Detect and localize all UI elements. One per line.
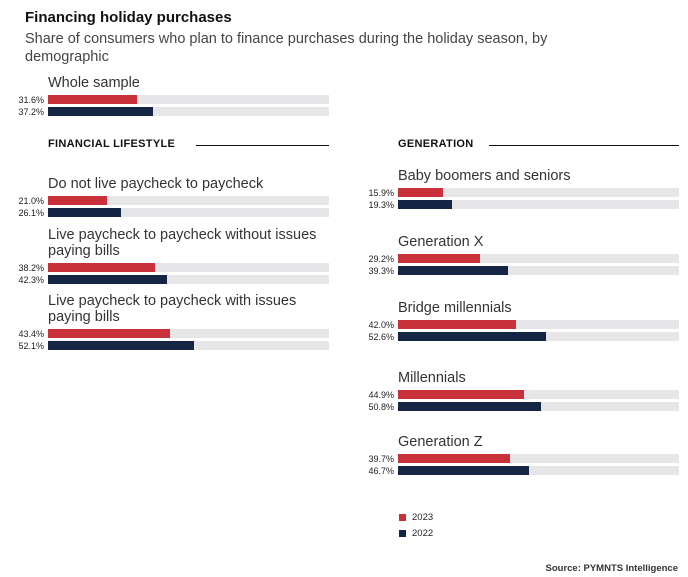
bar-2022 <box>48 275 167 284</box>
value-label: 52.6% <box>368 332 394 342</box>
bar-2022 <box>398 402 541 411</box>
value-label: 38.2% <box>18 263 44 273</box>
value-label: 19.3% <box>368 200 394 210</box>
bar-track <box>48 329 329 338</box>
bar-2023 <box>48 263 156 272</box>
bar-2022 <box>48 107 153 116</box>
section-rule <box>196 145 329 146</box>
group-label: Live paycheck to paycheck with issues pa… <box>48 293 297 325</box>
section-rule <box>489 145 679 146</box>
bar-track <box>48 341 329 350</box>
value-label: 46.7% <box>368 466 394 476</box>
bar-track <box>398 332 679 341</box>
bar-track <box>398 188 679 197</box>
value-label: 39.7% <box>368 454 394 464</box>
value-label: 52.1% <box>18 341 44 351</box>
section-heading: FINANCIAL LIFESTYLE <box>48 138 176 150</box>
bar-track <box>48 263 329 272</box>
bar-track <box>398 402 679 411</box>
bar-2022 <box>48 208 122 217</box>
value-label: 31.6% <box>18 95 44 105</box>
bar-track <box>398 390 679 399</box>
group-label: Live paycheck to paycheck without issues… <box>48 227 317 259</box>
bar-track <box>398 200 679 209</box>
bar-track <box>48 208 329 217</box>
bar-track <box>398 466 679 475</box>
group-label: Bridge millennials <box>398 300 512 316</box>
legend-swatch-2022 <box>399 530 406 537</box>
value-label: 15.9% <box>368 188 394 198</box>
value-label: 44.9% <box>368 390 394 400</box>
value-label: 37.2% <box>18 107 44 117</box>
group-label: Generation Z <box>398 434 483 450</box>
value-label: 39.3% <box>368 266 394 276</box>
value-label: 26.1% <box>18 208 44 218</box>
bar-track <box>398 454 679 463</box>
bar-track <box>398 320 679 329</box>
legend-label-2023: 2023 <box>412 512 434 523</box>
value-label: 50.8% <box>368 402 394 412</box>
bar-2023 <box>48 329 170 338</box>
legend-label-2022: 2022 <box>412 528 434 539</box>
bar-2023 <box>398 254 481 263</box>
bar-2023 <box>398 320 517 329</box>
bar-2023 <box>48 196 107 205</box>
bar-track <box>48 107 329 116</box>
value-label: 29.2% <box>368 254 394 264</box>
bar-track <box>48 95 329 104</box>
value-label: 42.0% <box>368 320 394 330</box>
bar-2023 <box>48 95 137 104</box>
group-label: Generation X <box>398 234 484 250</box>
group-label: Whole sample <box>48 75 140 91</box>
bar-2023 <box>398 454 510 463</box>
source-note: Source: PYMNTS Intelligence <box>545 563 679 574</box>
group-label: Millennials <box>398 370 466 386</box>
section-heading: GENERATION <box>398 138 474 150</box>
bar-2022 <box>398 466 530 475</box>
bar-2022 <box>398 200 453 209</box>
value-label: 42.3% <box>18 275 44 285</box>
bar-track <box>48 275 329 284</box>
bar-track <box>398 266 679 275</box>
chart-subtitle: Share of consumers who plan to finance p… <box>25 31 548 65</box>
bar-2023 <box>398 390 525 399</box>
bar-track <box>48 196 329 205</box>
group-label: Do not live paycheck to paycheck <box>48 176 264 192</box>
bar-track <box>398 254 679 263</box>
value-label: 43.4% <box>18 329 44 339</box>
group-label: Baby boomers and seniors <box>398 168 571 184</box>
bar-2023 <box>398 188 443 197</box>
value-label: 21.0% <box>18 196 44 206</box>
bar-2022 <box>398 332 546 341</box>
legend-swatch-2023 <box>399 514 406 521</box>
bar-2022 <box>48 341 195 350</box>
bar-2022 <box>398 266 509 275</box>
chart-title: Financing holiday purchases <box>25 9 232 26</box>
